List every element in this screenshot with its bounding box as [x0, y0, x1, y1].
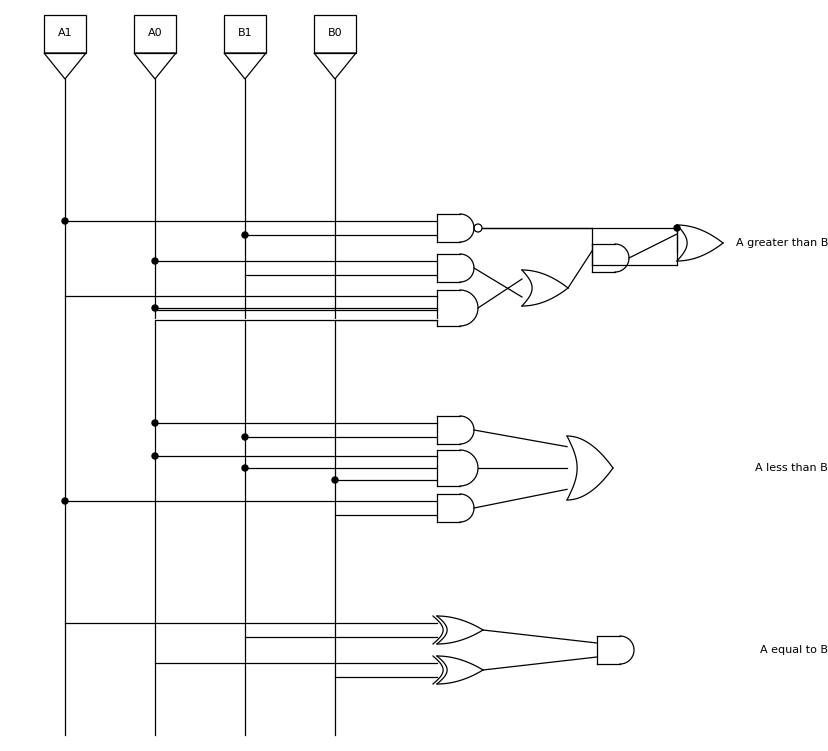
Circle shape	[242, 465, 248, 471]
Bar	[134, 15, 176, 53]
Bar	[314, 15, 355, 53]
Circle shape	[242, 232, 248, 238]
Bar	[44, 15, 86, 53]
Circle shape	[152, 258, 158, 264]
Circle shape	[62, 218, 68, 224]
Circle shape	[331, 477, 338, 483]
Bar	[224, 15, 266, 53]
Text: B1: B1	[238, 29, 252, 38]
Circle shape	[152, 305, 158, 311]
Text: A less than B: A less than B	[754, 463, 827, 473]
Circle shape	[242, 434, 248, 440]
Circle shape	[152, 420, 158, 426]
Circle shape	[62, 498, 68, 504]
Circle shape	[673, 225, 679, 231]
Text: A equal to B: A equal to B	[759, 645, 827, 655]
Circle shape	[152, 453, 158, 459]
Text: A1: A1	[58, 29, 72, 38]
Text: A greater than B: A greater than B	[734, 238, 827, 248]
Text: A0: A0	[147, 29, 162, 38]
Text: B0: B0	[327, 29, 342, 38]
